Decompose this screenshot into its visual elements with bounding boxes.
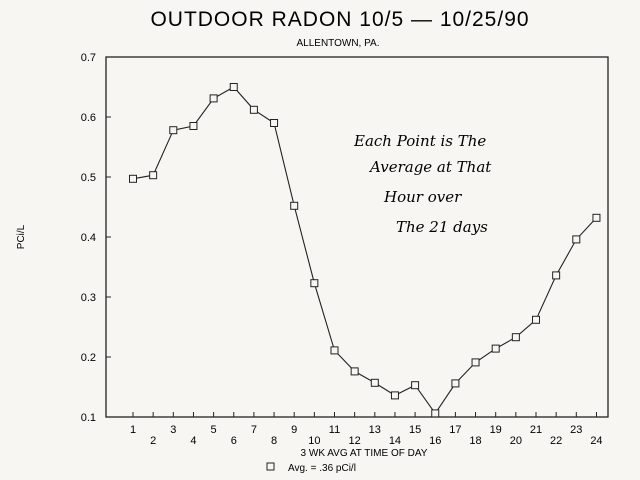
y-tick-label: 0.6 — [81, 112, 96, 124]
data-point — [169, 126, 178, 135]
series-layer — [129, 83, 601, 418]
x-tick-label: 13 — [369, 424, 381, 436]
chart-title: OUTDOOR RADON 10/5 — 10/25/90 — [150, 8, 529, 31]
data-point — [451, 379, 460, 388]
x-axis-label: 3 WK AVG AT TIME OF DAY — [301, 448, 428, 459]
x-tick-label: 22 — [550, 435, 562, 447]
data-point — [209, 94, 218, 103]
annotation-line-3: Hour over — [383, 188, 462, 206]
data-point — [149, 171, 158, 180]
data-point — [310, 279, 319, 288]
data-point — [350, 367, 359, 376]
x-tick-label: 20 — [510, 435, 522, 447]
data-point — [491, 344, 500, 353]
plot-frame — [105, 56, 609, 418]
data-point — [189, 122, 198, 130]
x-tick-label: 5 — [211, 424, 217, 436]
data-point — [471, 358, 480, 367]
x-tick-label: 15 — [409, 424, 421, 436]
x-tick-label: 14 — [389, 435, 401, 447]
x-tick-label: 10 — [308, 435, 320, 447]
annotation-line-4: The 21 days — [396, 218, 488, 236]
x-tick-label: 21 — [530, 424, 542, 436]
x-tick-label: 4 — [190, 435, 196, 447]
chart-subtitle: ALLENTOWN, PA. — [297, 38, 380, 49]
y-tick-label: 0.2 — [81, 352, 96, 364]
x-tick-label: 6 — [231, 435, 237, 447]
y-tick-label: 0.1 — [81, 412, 96, 424]
annotation-line-2: Average at That — [368, 158, 492, 176]
data-point — [411, 381, 420, 390]
y-tick-label: 0.5 — [81, 172, 96, 184]
x-tick-label: 23 — [570, 424, 582, 436]
y-axis: 0.1 0.2 0.3 0.4 0.5 0.6 0.7 — [81, 52, 111, 424]
x-tick-label: 12 — [349, 435, 361, 447]
x-tick-label: 8 — [271, 435, 277, 447]
data-point — [270, 119, 279, 127]
y-axis-label: PCi/L — [16, 224, 27, 249]
data-point — [592, 213, 601, 222]
legend-marker — [266, 462, 275, 471]
legend-text: Avg. = .36 pCi/l — [288, 463, 356, 474]
data-point — [330, 346, 339, 355]
data-point — [370, 378, 379, 387]
x-tick-label: 18 — [469, 435, 481, 447]
handwritten-annotation: Each Point is The Average at That Hour o… — [353, 132, 492, 236]
data-point — [129, 174, 137, 183]
data-point — [511, 333, 520, 342]
x-tick-label: 24 — [590, 435, 602, 447]
x-tick-label: 9 — [291, 424, 297, 436]
x-tick-label: 17 — [449, 424, 461, 436]
x-tick-label: 2 — [150, 435, 156, 447]
y-tick-label: 0.7 — [81, 52, 96, 64]
data-point — [532, 315, 540, 324]
y-tick-label: 0.3 — [81, 292, 96, 304]
data-point — [431, 409, 440, 418]
x-tick-label: 3 — [170, 424, 176, 436]
data-point — [249, 105, 258, 114]
data-point — [552, 271, 561, 280]
data-point — [290, 201, 299, 210]
data-point — [572, 235, 581, 244]
y-tick-label: 0.4 — [81, 232, 96, 244]
x-tick-label: 7 — [251, 424, 257, 436]
x-tick-label: 1 — [130, 424, 136, 436]
x-tick-label: 16 — [429, 435, 441, 447]
data-point — [390, 391, 399, 400]
annotation-line-1: Each Point is The — [353, 132, 486, 150]
x-tick-label: 19 — [490, 424, 502, 436]
x-tick-label: 11 — [329, 424, 340, 436]
data-point — [229, 83, 238, 91]
